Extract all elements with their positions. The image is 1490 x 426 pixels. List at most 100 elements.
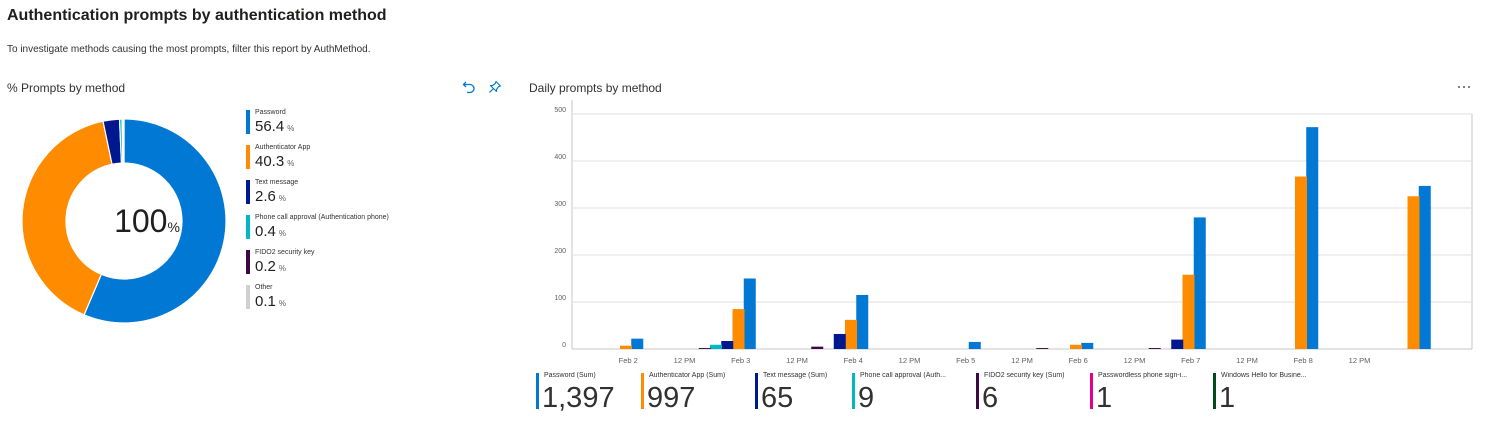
bar-password[interactable] [631, 338, 644, 349]
tile-color-bar [1213, 373, 1216, 409]
tile-label: Windows Hello for Busine... [1221, 372, 1307, 379]
x-tick-label: 12 PM [1011, 356, 1033, 365]
y-tick-label: 400 [554, 154, 566, 161]
legend-value: 2.6% [255, 188, 286, 205]
legend-label: Password [255, 109, 286, 116]
pin-icon [489, 80, 502, 93]
legend-swatch [246, 285, 250, 309]
legend-swatch [246, 215, 250, 239]
legend-label: FIDO2 security key [255, 249, 315, 256]
bar-fido2-security-key[interactable] [698, 348, 711, 349]
tile-label: Phone call approval (Auth... [860, 372, 946, 379]
donut-legend: Password 56.4% Authenticator App 40.3% T… [246, 108, 426, 318]
bar-fido2-security-key[interactable] [811, 346, 824, 349]
tile-text-message[interactable]: Text message (Sum) 65 [755, 372, 867, 417]
more-icon [1458, 86, 1470, 88]
y-tick-label: 0 [562, 342, 566, 349]
donut-center-label: 100% [94, 203, 200, 240]
undo-icon [462, 81, 475, 94]
bar-text-message[interactable] [833, 333, 846, 349]
tile-fido2[interactable]: FIDO2 security key (Sum) 6 [976, 372, 1088, 417]
page-description: To investigate methods causing the most … [7, 44, 371, 55]
legend-swatch [246, 145, 250, 169]
tile-color-bar [755, 373, 758, 409]
tile-label: Text message (Sum) [763, 372, 828, 379]
donut-slice-other[interactable] [122, 118, 125, 164]
bar-text-message[interactable] [1171, 339, 1184, 349]
legend-swatch [246, 110, 250, 134]
tile-authenticator-app[interactable]: Authenticator App (Sum) 997 [641, 372, 753, 417]
summary-tiles: Password (Sum) 1,397 Authenticator App (… [536, 372, 1476, 417]
more-options-button[interactable] [1455, 78, 1473, 96]
tile-passwordless[interactable]: Passwordless phone sign-i... 1 [1090, 372, 1202, 417]
tile-value: 1,397 [542, 382, 615, 414]
bar-password[interactable] [1306, 127, 1319, 349]
legend-swatch [246, 250, 250, 274]
donut-slice-password[interactable] [83, 118, 227, 324]
legend-label: Phone call approval (Authentication phon… [255, 214, 389, 221]
undo-button[interactable] [460, 78, 478, 96]
legend-value: 0.2% [255, 258, 286, 275]
bar-password[interactable] [743, 278, 756, 350]
legend-item-fido2[interactable]: FIDO2 security key 0.2% [246, 248, 426, 283]
pin-button[interactable] [486, 78, 504, 96]
donut-slice-authenticator-app[interactable] [21, 120, 113, 316]
y-tick-label: 200 [554, 248, 566, 255]
x-tick-label: Feb 8 [1294, 356, 1313, 365]
tile-label: Authenticator App (Sum) [649, 372, 726, 379]
x-tick-label: 12 PM [1124, 356, 1146, 365]
tile-password[interactable]: Password (Sum) 1,397 [536, 372, 648, 417]
bar-text-message[interactable] [721, 341, 734, 349]
bar-password[interactable] [1193, 217, 1206, 349]
tile-value: 65 [761, 382, 794, 414]
x-tick-label: Feb 3 [731, 356, 750, 365]
x-tick-label: Feb 6 [1069, 356, 1088, 365]
tile-value: 1 [1096, 382, 1113, 414]
tile-value: 9 [858, 382, 875, 414]
x-tick-label: Feb 5 [956, 356, 975, 365]
bar-phone-call-approval-authentication-phone[interactable] [710, 344, 722, 349]
bar-password[interactable] [1081, 342, 1094, 349]
tile-label: FIDO2 security key (Sum) [984, 372, 1065, 379]
x-tick-label: 12 PM [899, 356, 921, 365]
legend-value: 0.1% [255, 293, 286, 310]
tile-color-bar [1090, 373, 1093, 409]
bar-authenticator-app[interactable] [620, 345, 632, 349]
y-tick-label: 100 [554, 295, 566, 302]
donut-center-value: 100 [114, 203, 168, 239]
bar-fido2-security-key[interactable] [1148, 348, 1161, 349]
donut-center-unit: % [167, 219, 180, 235]
bar-authenticator-app[interactable] [732, 309, 745, 349]
tile-value: 1 [1219, 382, 1236, 414]
tile-windows-hello[interactable]: Windows Hello for Busine... 1 [1213, 372, 1325, 417]
legend-item-password[interactable]: Password 56.4% [246, 108, 426, 143]
tile-color-bar [852, 373, 855, 409]
tile-value: 997 [647, 382, 696, 414]
x-tick-label: Feb 7 [1181, 356, 1200, 365]
bar-authenticator-app[interactable] [845, 319, 857, 349]
bar-fido2-security-key[interactable] [1036, 348, 1049, 349]
bar-password[interactable] [1418, 185, 1431, 349]
donut-card-title: % Prompts by method [7, 81, 126, 95]
legend-item-authenticator-app[interactable]: Authenticator App 40.3% [246, 143, 426, 178]
tile-phone-call[interactable]: Phone call approval (Auth... 9 [852, 372, 964, 417]
legend-item-other[interactable]: Other 0.1% [246, 283, 426, 318]
bar-authenticator-app[interactable] [1407, 196, 1420, 349]
bar-password[interactable] [968, 341, 981, 349]
page-title: Authentication prompts by authentication… [7, 7, 387, 24]
tile-label: Passwordless phone sign-i... [1098, 372, 1188, 379]
tile-color-bar [976, 373, 979, 409]
bar-password[interactable] [856, 294, 869, 349]
legend-label: Other [255, 284, 273, 291]
tile-value: 6 [982, 382, 999, 414]
legend-item-phone-call[interactable]: Phone call approval (Authentication phon… [246, 213, 426, 248]
bar-authenticator-app[interactable] [1182, 274, 1195, 349]
legend-item-text-message[interactable]: Text message 2.6% [246, 178, 426, 213]
tile-label: Password (Sum) [544, 372, 596, 379]
bar-authenticator-app[interactable] [1070, 344, 1082, 349]
y-tick-label: 300 [554, 201, 566, 208]
bar-card-title: Daily prompts by method [529, 81, 662, 95]
y-tick-label: 500 [554, 107, 566, 114]
bar-authenticator-app[interactable] [1295, 176, 1307, 349]
x-tick-label: 12 PM [674, 356, 696, 365]
